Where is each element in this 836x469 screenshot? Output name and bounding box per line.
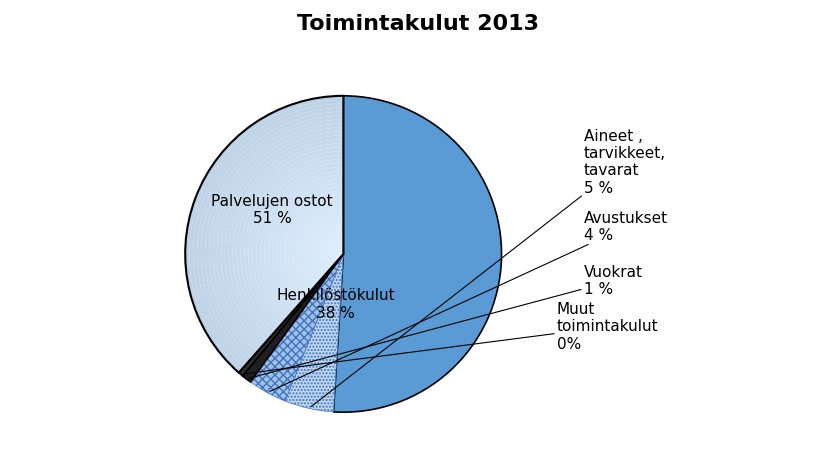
Wedge shape: [248, 159, 343, 325]
Wedge shape: [264, 175, 343, 313]
Wedge shape: [256, 167, 343, 319]
Wedge shape: [299, 211, 343, 287]
Wedge shape: [250, 254, 343, 401]
Text: Palvelujen ostot
51 %: Palvelujen ostot 51 %: [212, 194, 333, 226]
Wedge shape: [189, 100, 343, 370]
Wedge shape: [228, 139, 343, 340]
Text: Avustukset
4 %: Avustukset 4 %: [269, 211, 667, 392]
Title: Toimintakulut 2013: Toimintakulut 2013: [297, 14, 539, 34]
Text: Henkilöstökulut
38 %: Henkilöstökulut 38 %: [276, 288, 395, 321]
Wedge shape: [268, 179, 343, 310]
Wedge shape: [296, 206, 343, 289]
Wedge shape: [324, 234, 343, 269]
Wedge shape: [327, 238, 343, 266]
Text: Aineet ,
tarvikkeet,
tavarat
5 %: Aineet , tarvikkeet, tavarat 5 %: [311, 129, 665, 407]
Wedge shape: [225, 136, 343, 343]
Wedge shape: [201, 112, 343, 361]
Wedge shape: [252, 163, 343, 322]
Wedge shape: [272, 183, 343, 307]
Wedge shape: [196, 108, 343, 364]
Text: Muut
toimintakulut
0%: Muut toimintakulut 0%: [243, 302, 658, 374]
Wedge shape: [276, 187, 343, 304]
Wedge shape: [333, 96, 501, 412]
Wedge shape: [193, 104, 343, 367]
Wedge shape: [339, 250, 343, 257]
Wedge shape: [335, 246, 343, 260]
Wedge shape: [212, 123, 343, 352]
Wedge shape: [240, 151, 343, 331]
Wedge shape: [285, 254, 343, 412]
Wedge shape: [244, 155, 343, 328]
Wedge shape: [185, 96, 343, 373]
Wedge shape: [315, 227, 343, 275]
Wedge shape: [331, 242, 343, 263]
Wedge shape: [319, 230, 343, 272]
Text: Vuokrat
1 %: Vuokrat 1 %: [249, 265, 642, 378]
Wedge shape: [280, 191, 343, 302]
Wedge shape: [209, 120, 343, 355]
Wedge shape: [238, 254, 343, 376]
Wedge shape: [260, 171, 343, 316]
Wedge shape: [242, 254, 343, 382]
Wedge shape: [303, 214, 343, 284]
Wedge shape: [311, 222, 343, 278]
Wedge shape: [221, 131, 343, 346]
Wedge shape: [308, 219, 343, 280]
Wedge shape: [217, 128, 343, 349]
Wedge shape: [232, 143, 343, 337]
Wedge shape: [205, 115, 343, 358]
Wedge shape: [283, 195, 343, 298]
Wedge shape: [288, 199, 343, 295]
Wedge shape: [237, 147, 343, 334]
Wedge shape: [292, 203, 343, 293]
